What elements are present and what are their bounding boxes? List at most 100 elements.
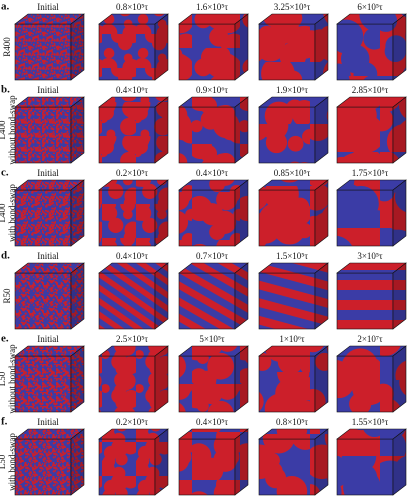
cube-side xyxy=(392,96,407,164)
simulation-cube xyxy=(98,428,169,496)
simulation-cube xyxy=(258,428,329,496)
simulation-cube xyxy=(258,13,329,81)
figure-row: d. R50 Initial 0.4×10⁵τ 0.7×10⁵τ 1.5×10⁵τ 3×10… xyxy=(1,250,407,330)
cube-side-shade xyxy=(155,429,168,495)
time-label: Initial xyxy=(37,251,59,261)
cube-side-shade xyxy=(155,180,168,246)
cube-side xyxy=(392,428,407,496)
row-letter: a. xyxy=(1,1,10,13)
time-label: 2×10⁷τ xyxy=(357,334,383,344)
cube-side xyxy=(154,179,169,247)
cube-front xyxy=(14,106,72,164)
simulation-cube xyxy=(98,179,169,247)
simulation-cube xyxy=(336,179,407,247)
cube-side-shade xyxy=(235,429,248,495)
simulation-cube xyxy=(258,262,329,330)
cube-front xyxy=(178,106,236,164)
row-label: R50 xyxy=(2,288,12,304)
row-label: with bond-swap xyxy=(7,433,17,491)
simulation-cube xyxy=(98,262,169,330)
simulation-cube xyxy=(336,13,407,81)
simulation-cube xyxy=(258,179,329,247)
simulation-cube xyxy=(14,262,85,330)
cube-side xyxy=(154,345,169,413)
time-label: 0.2×10⁵τ xyxy=(116,168,148,178)
cube-side-shade xyxy=(393,180,406,246)
cube-front xyxy=(98,106,156,164)
simulation-cube xyxy=(178,96,249,164)
cube-side-shade xyxy=(315,14,328,80)
simulation-cube xyxy=(14,96,85,164)
figure-row: b. L400 without bond-swap Initial 0.4×10⁶τ 0.… xyxy=(0,84,407,165)
cube-front xyxy=(178,355,236,413)
cube-side xyxy=(392,13,407,81)
figure-row: f. L50 with bond-swap Initial 0.2×10⁵τ 0.4×10… xyxy=(0,416,407,496)
cube-side xyxy=(234,428,249,496)
time-label: 1.9×10⁶τ xyxy=(276,85,308,95)
cube-side xyxy=(314,345,329,413)
cube-side xyxy=(392,345,407,413)
time-label: 0.85×10⁵τ xyxy=(274,168,311,178)
cube-side xyxy=(392,179,407,247)
cube-side xyxy=(70,262,85,330)
row-label: L50 xyxy=(0,454,7,469)
cube-front xyxy=(98,189,156,247)
simulation-cube xyxy=(336,96,407,164)
row-label: L50 xyxy=(0,371,7,386)
cube-side-shade xyxy=(393,14,406,80)
simulation-cube xyxy=(14,13,85,81)
cube-side-shade xyxy=(393,346,406,412)
simulation-cube xyxy=(98,13,169,81)
time-label: Initial xyxy=(37,2,59,12)
cube-side xyxy=(154,13,169,81)
cube-side xyxy=(314,428,329,496)
cube-side xyxy=(154,96,169,164)
time-label: 2.85×10⁶τ xyxy=(352,85,389,95)
figure-row: e. L50 without bond-swap Initial 2.5×10⁵τ 5×1… xyxy=(0,333,407,414)
cube-side-shade xyxy=(155,14,168,80)
cube-side-shade xyxy=(315,429,328,495)
cube-front xyxy=(14,23,72,81)
cube-side-shade xyxy=(315,263,328,329)
time-label: 1.55×10⁵τ xyxy=(352,417,389,427)
row-letter: e. xyxy=(1,333,9,345)
cube-side xyxy=(70,13,85,81)
time-label: 1.5×10⁵τ xyxy=(276,251,308,261)
cube-side-shade xyxy=(71,14,84,80)
cube-side-shade xyxy=(393,97,406,163)
cube-front xyxy=(178,189,236,247)
simulation-cube xyxy=(336,428,407,496)
cube-front xyxy=(336,23,394,81)
cube-front xyxy=(98,355,156,413)
cube-side xyxy=(154,262,169,330)
time-label: 0.4×10⁵τ xyxy=(196,168,228,178)
cube-front xyxy=(178,438,236,496)
time-label: 0.4×10⁶τ xyxy=(116,85,148,95)
time-label: 2.5×10⁵τ xyxy=(116,334,148,344)
cube-side-shade xyxy=(393,429,406,495)
cube-front xyxy=(336,355,394,413)
time-label: 1.6×10⁵τ xyxy=(196,2,228,12)
row-label: R400 xyxy=(2,37,12,57)
row-label: without bond-swap xyxy=(7,95,17,165)
cube-front xyxy=(14,272,72,330)
time-label: 0.4×10⁵τ xyxy=(196,417,228,427)
row-label: L400 xyxy=(0,203,7,222)
time-label: 0.7×10⁵τ xyxy=(196,251,228,261)
cube-side-shade xyxy=(235,14,248,80)
simulation-cube xyxy=(98,96,169,164)
simulation-cube xyxy=(258,345,329,413)
time-label: 1.75×10⁵τ xyxy=(352,168,389,178)
cube-front xyxy=(336,272,394,330)
cube-front xyxy=(14,189,72,247)
cube-side-shade xyxy=(235,346,248,412)
cube-front xyxy=(258,355,316,413)
cube-front xyxy=(258,106,316,164)
cube-front xyxy=(258,438,316,496)
cube-front xyxy=(178,272,236,330)
simulation-cube xyxy=(258,96,329,164)
cube-side xyxy=(314,13,329,81)
cube-front xyxy=(98,272,156,330)
cube-front xyxy=(14,355,72,413)
time-label: 5×10⁵τ xyxy=(199,334,225,344)
